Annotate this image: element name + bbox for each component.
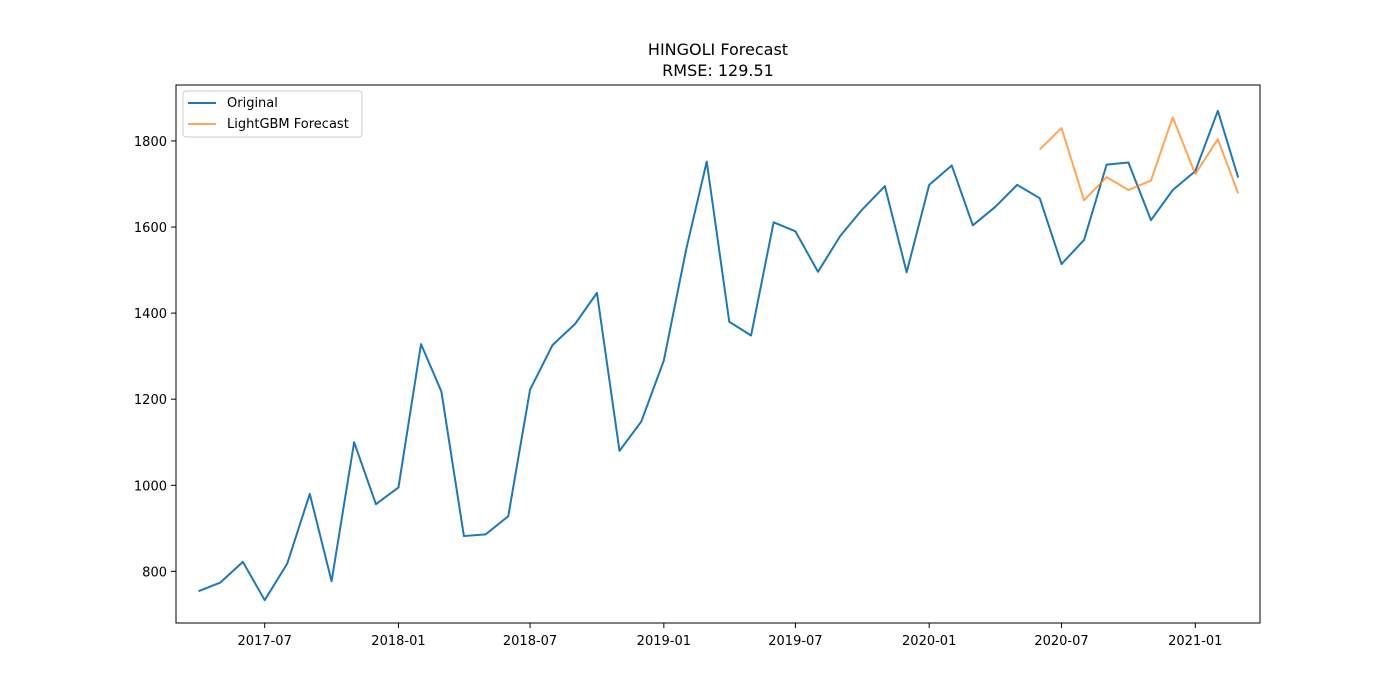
- axis-layer: 2017-07 2018-01 2018-07 2019-01 2019-07 2020-…: [134, 135, 1223, 649]
- data-point-original: [906, 271, 908, 273]
- series-line-original: [198, 109, 1240, 602]
- x-tick-label: 2021-01: [1168, 634, 1222, 649]
- data-point-original: [375, 503, 377, 505]
- data-point-original: [1217, 110, 1219, 112]
- data-point-original: [706, 161, 708, 163]
- y-tick-label: 1800: [134, 135, 167, 150]
- data-point-original: [951, 164, 953, 166]
- data-point-original: [750, 334, 752, 336]
- data-point-original: [1083, 239, 1085, 241]
- data-point-original: [198, 590, 200, 592]
- data-point-original: [1039, 197, 1041, 199]
- data-point-original: [397, 486, 399, 488]
- data-point-original: [242, 561, 244, 563]
- y-tick-label: 1000: [134, 479, 167, 494]
- data-point-original: [1016, 184, 1018, 186]
- data-point-original: [420, 343, 422, 345]
- data-point-original: [309, 493, 311, 495]
- data-point-original: [286, 563, 288, 565]
- data-point-original: [1237, 177, 1239, 179]
- legend-box: [182, 90, 363, 138]
- legend-label-original: Original: [227, 96, 278, 111]
- data-point-forecast: [1217, 138, 1219, 140]
- data-point-forecast: [1237, 192, 1239, 194]
- plot-frame: [175, 84, 1261, 624]
- data-point-original: [728, 321, 730, 323]
- data-point-original: [618, 450, 620, 452]
- data-point-original: [773, 221, 775, 223]
- data-point-original: [1150, 219, 1152, 221]
- legend-label-forecast: LightGBM Forecast: [227, 117, 349, 132]
- x-tick-label: 2020-01: [902, 634, 956, 649]
- x-tick-label: 2019-07: [768, 634, 822, 649]
- y-tick-label: 1400: [134, 307, 167, 322]
- data-point-forecast: [1150, 180, 1152, 182]
- data-point-original: [663, 359, 665, 361]
- series-layer: [198, 109, 1240, 602]
- data-point-original: [640, 421, 642, 423]
- data-point-original: [794, 230, 796, 232]
- y-tick-label: 800: [142, 565, 167, 580]
- data-point-original: [353, 441, 355, 443]
- data-point-original: [928, 184, 930, 186]
- data-point-forecast: [1061, 127, 1063, 129]
- data-point-original: [331, 580, 333, 582]
- data-point-original: [994, 206, 996, 208]
- y-tick-label: 1200: [134, 393, 167, 408]
- data-point-original: [840, 235, 842, 237]
- data-point-original: [1106, 164, 1108, 166]
- x-tick-label: 2017-07: [238, 634, 292, 649]
- data-point-original: [440, 390, 442, 392]
- data-point-original: [552, 344, 554, 346]
- legend: Original LightGBM Forecast: [182, 90, 363, 138]
- data-point-original: [861, 208, 863, 210]
- chart-subtitle: RMSE: 129.51: [662, 61, 774, 80]
- data-point-original: [219, 582, 221, 584]
- data-point-original: [1061, 263, 1063, 265]
- data-point-original: [264, 599, 266, 601]
- data-point-forecast: [1127, 189, 1129, 191]
- data-point-original: [574, 323, 576, 325]
- data-point-original: [596, 292, 598, 294]
- x-tick-label: 2020-07: [1034, 634, 1088, 649]
- data-point-original: [463, 535, 465, 537]
- data-point-original: [1127, 161, 1129, 163]
- x-tick-label: 2019-01: [637, 634, 691, 649]
- data-point-original: [972, 224, 974, 226]
- data-point-forecast: [1083, 199, 1085, 201]
- data-point-original: [884, 185, 886, 187]
- data-point-forecast: [1194, 173, 1196, 175]
- chart-title: HINGOLI Forecast: [648, 40, 788, 59]
- data-point-original: [485, 533, 487, 535]
- data-point-original: [507, 515, 509, 517]
- data-point-original: [817, 271, 819, 273]
- x-tick-label: 2018-01: [371, 634, 425, 649]
- data-point-forecast: [1172, 116, 1174, 118]
- series-line-forecast: [1039, 116, 1240, 202]
- data-point-forecast: [1106, 176, 1108, 178]
- data-point-original: [529, 389, 531, 391]
- x-tick-label: 2018-07: [503, 634, 557, 649]
- data-point-forecast: [1039, 149, 1041, 151]
- data-point-original: [1172, 189, 1174, 191]
- y-tick-label: 1600: [134, 221, 167, 236]
- data-point-original: [685, 248, 687, 250]
